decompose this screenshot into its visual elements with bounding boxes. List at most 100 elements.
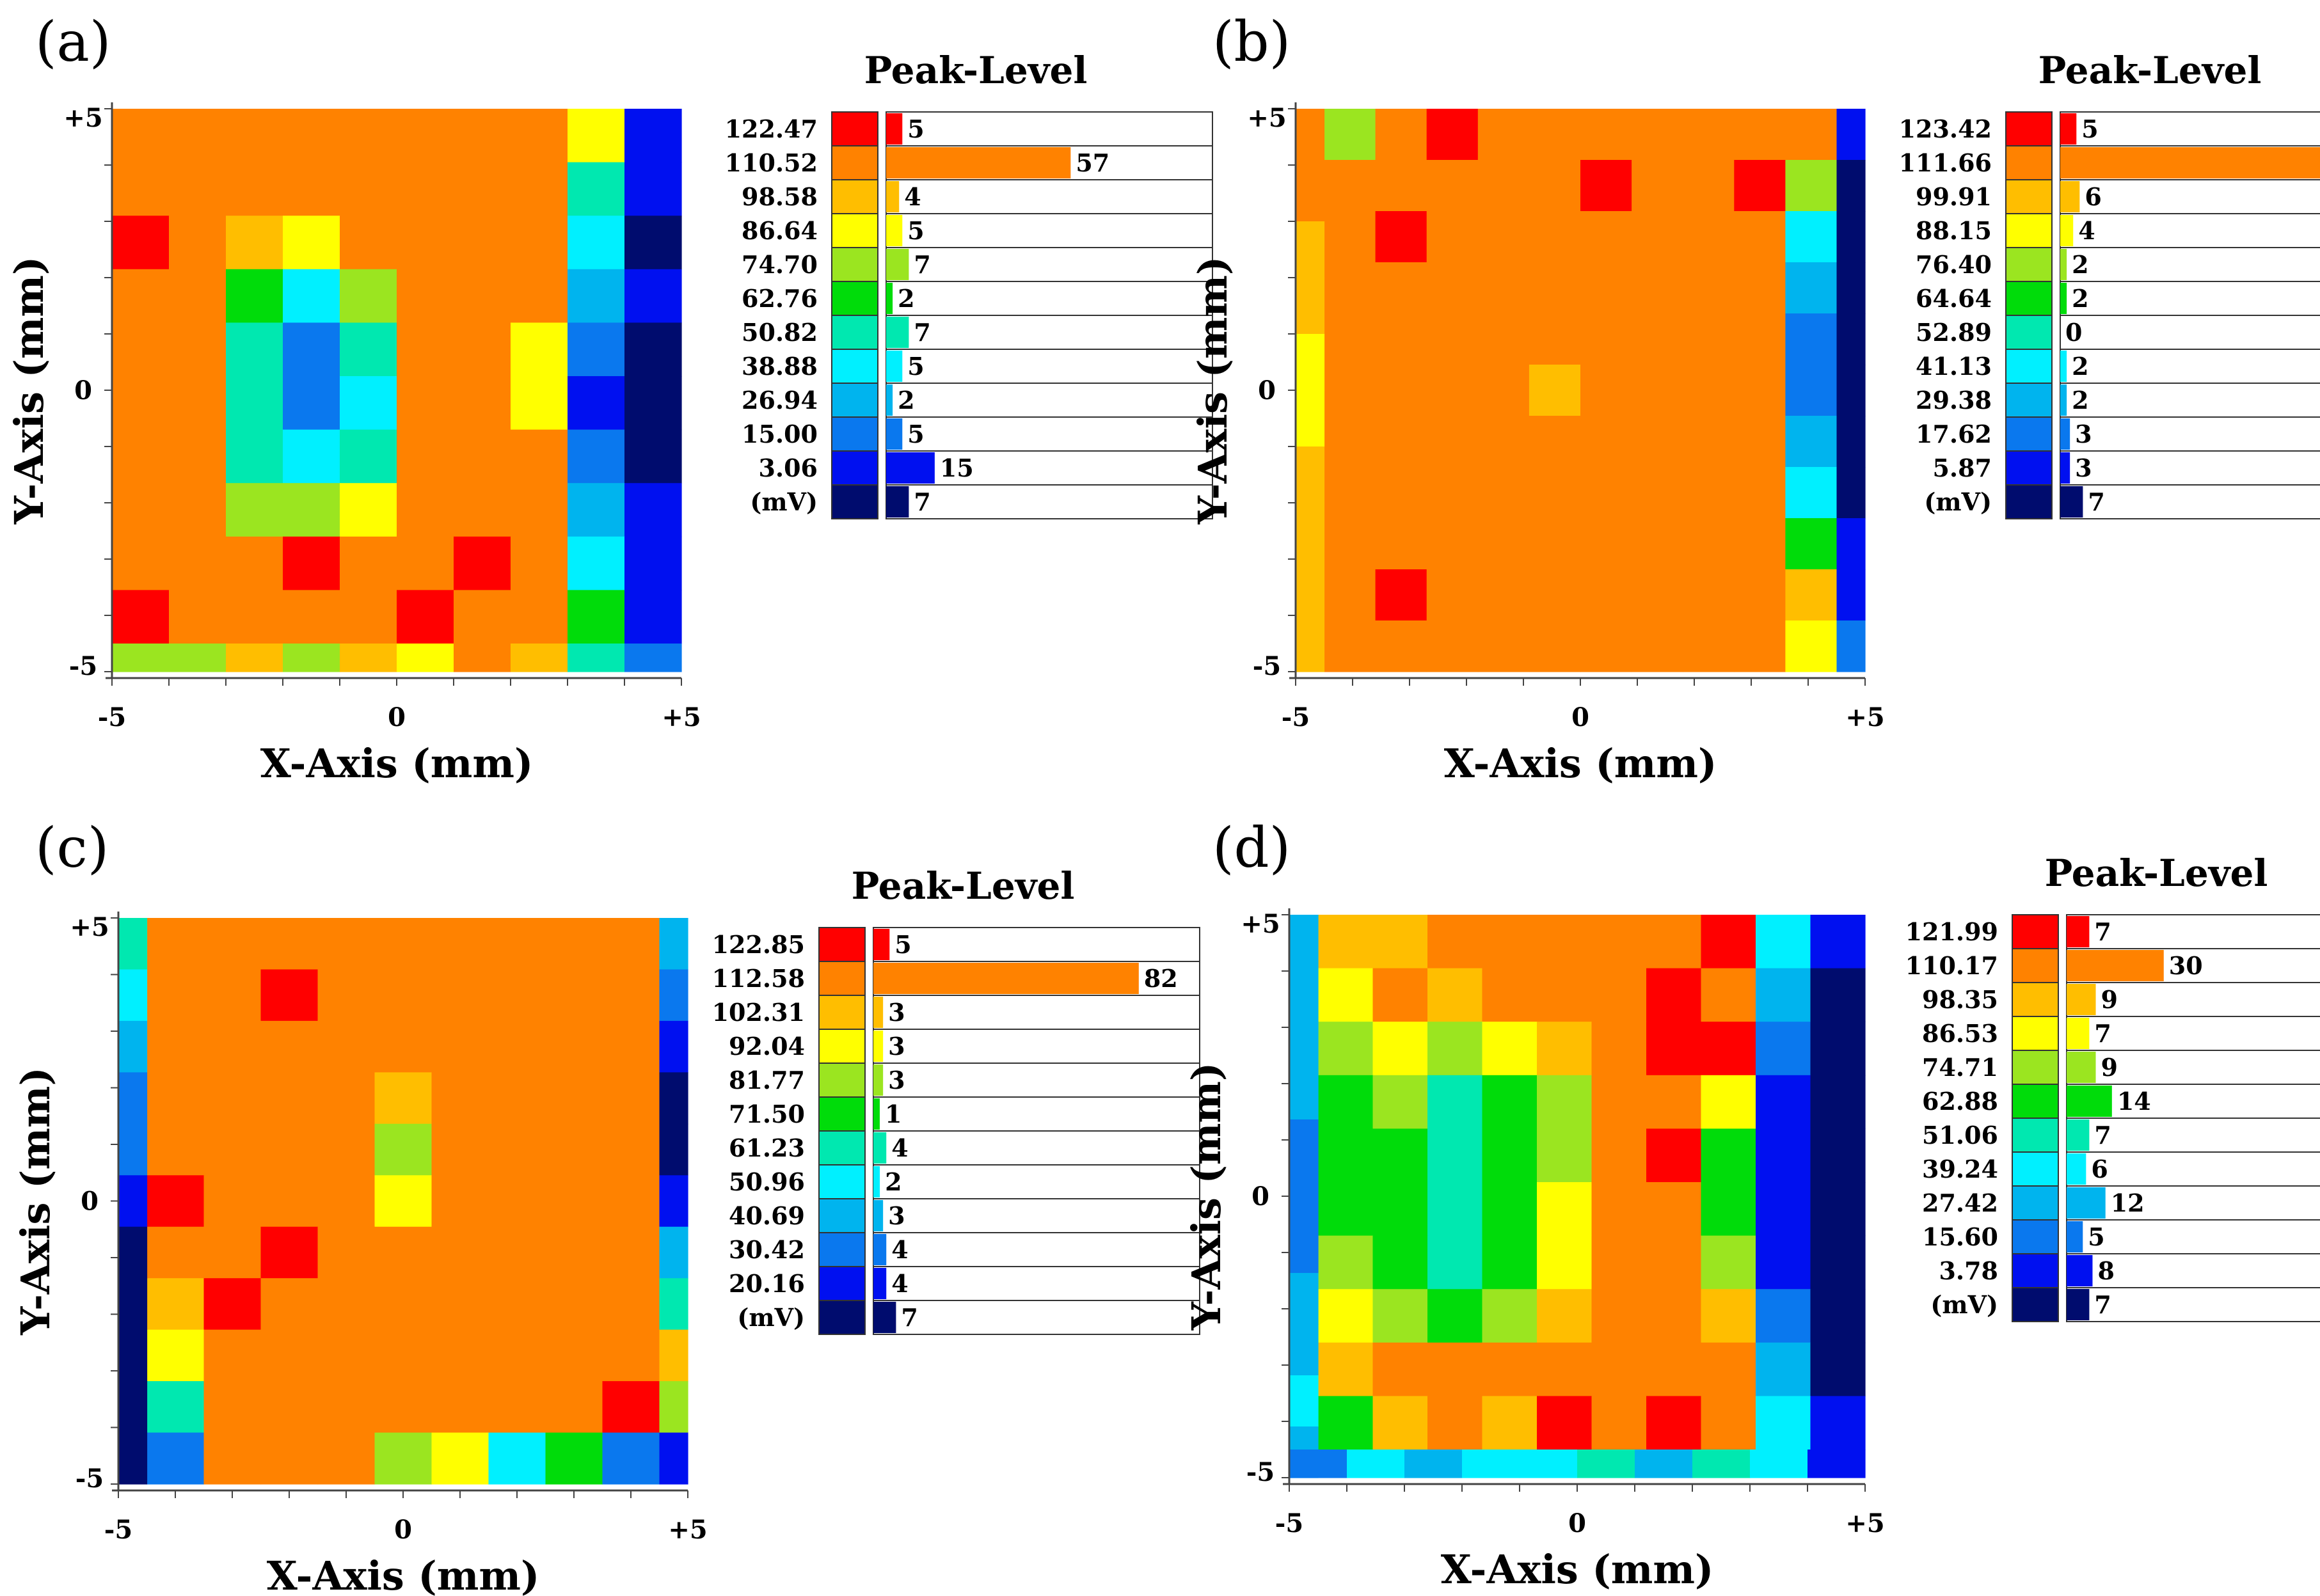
heatmap-cell [1537, 1182, 1593, 1237]
legend-level-label: 74.71 [1922, 1053, 1998, 1082]
heatmap-cell [1324, 262, 1376, 314]
legend-level-label: 86.64 [742, 216, 818, 245]
heatmap-cell [260, 1072, 319, 1125]
heatmap-cell [1683, 365, 1735, 416]
histogram-bar [886, 418, 903, 450]
heatmap-cell [397, 536, 454, 590]
heatmap-cell [1756, 1396, 1811, 1450]
heatmap-cell [1683, 518, 1735, 570]
legend-level-label: 3.06 [758, 454, 818, 482]
heatmap-cell [1734, 160, 1786, 212]
heatmap-cell [260, 1278, 319, 1331]
histogram-bar [2060, 486, 2083, 518]
heatmap-cell [1289, 1222, 1319, 1274]
heatmap-cell [431, 1329, 489, 1382]
heatmap-cell [1537, 1235, 1593, 1290]
heatmap-cell [169, 216, 226, 270]
heatmap-cell [1591, 1128, 1647, 1183]
heatmap-cell [169, 483, 226, 537]
heatmap-cell [1372, 1128, 1428, 1183]
peak-level-legend: Peak-Level5123.4285111.66699.91488.15276… [1899, 49, 2320, 519]
heatmap-cell [568, 644, 625, 672]
heatmap-cell [431, 1381, 489, 1434]
heatmap-cell [1482, 968, 1537, 1022]
heatmap-cell [1646, 968, 1702, 1022]
legend-level-label: 88.15 [1916, 216, 1992, 245]
heatmap-cell [568, 162, 625, 216]
histogram-count: 5 [907, 115, 924, 143]
legend-swatch [818, 995, 866, 1030]
legend-level-label: 71.50 [729, 1100, 805, 1128]
heatmap-cell [340, 376, 397, 431]
heatmap-cell [1318, 1182, 1374, 1237]
legend-swatch [818, 1232, 866, 1267]
heatmap-cell [568, 590, 625, 644]
heatmap-cell [1580, 365, 1632, 416]
heatmap-cell [203, 1432, 262, 1485]
heatmap-cell [1734, 262, 1786, 314]
panel-label: (b) [1212, 10, 1291, 74]
heatmap-cell [1537, 915, 1593, 969]
heatmap-cell [1810, 1182, 1866, 1237]
heatmap-cell [1683, 569, 1735, 621]
heatmap-cell [1347, 1450, 1405, 1478]
histogram-frame [2060, 247, 2320, 282]
heatmap-cell [1426, 569, 1479, 621]
panel-c: (c) -5 0 +5 +5 0 -5 X-Axis (mm) Y-Axis (mm) Peak-… [12, 816, 1200, 1596]
legend-level-label: 27.42 [1922, 1189, 1998, 1217]
heatmap-cell [602, 1329, 660, 1382]
histogram-frame [2060, 383, 2320, 418]
x-tick-label: 0 [394, 1515, 412, 1545]
heatmap-cell [1477, 109, 1530, 161]
heatmap-cell [624, 376, 682, 431]
heatmap-cell [511, 376, 568, 431]
heatmap-cell [1734, 109, 1786, 161]
heatmap-cell [226, 536, 283, 590]
heatmap-cell [602, 918, 660, 970]
legend-level-label: 99.91 [1916, 182, 1992, 211]
histogram-count: 9 [2101, 1053, 2118, 1082]
heatmap-cell [1375, 109, 1427, 161]
heatmap-cell [545, 918, 603, 970]
heatmap-cell [624, 216, 682, 270]
legend-level-label: 122.47 [725, 115, 818, 143]
histogram-bar [886, 113, 903, 145]
heatmap-cell [1580, 569, 1632, 621]
legend-swatch [2005, 450, 2053, 486]
heatmap-cell [1701, 968, 1756, 1022]
heatmap-cell [283, 162, 340, 216]
legend-level-label: 38.88 [742, 352, 818, 381]
heatmap-cell [1734, 416, 1786, 468]
heatmap-cell [397, 109, 454, 163]
heatmap-cell [1372, 1075, 1428, 1129]
heatmap-cell [1477, 416, 1530, 468]
heatmap-cells [112, 109, 682, 672]
heatmap-cell [1580, 313, 1632, 365]
histogram-bar [2067, 916, 2090, 947]
heatmap-cell [431, 969, 489, 1022]
heatmap-cell [1632, 569, 1683, 621]
histogram-bar [2060, 418, 2070, 450]
y-tick-label: -5 [75, 1464, 104, 1494]
heatmap-cell [1580, 620, 1632, 672]
heatmap-cell [488, 1329, 546, 1382]
heatmap-cell [1404, 1450, 1463, 1478]
histogram-bar [873, 1268, 887, 1299]
heatmap-cell [147, 1072, 205, 1125]
heatmap-cell [1372, 1342, 1428, 1396]
heatmap-cell [397, 429, 454, 484]
heatmap-cell [1646, 1128, 1702, 1183]
heatmap-cell [1324, 211, 1376, 263]
heatmap-cell [260, 969, 319, 1022]
heatmap-cell [1646, 1396, 1702, 1450]
heatmap-cell [1529, 160, 1581, 212]
heatmap-cell [624, 536, 682, 590]
histogram-count: 2 [898, 386, 914, 415]
heatmap-cell [1375, 416, 1427, 468]
heatmap-cell [283, 109, 340, 163]
legend-level-label: (mV) [737, 1303, 805, 1332]
heatmap-cell [1580, 109, 1632, 161]
heatmap-cell [226, 162, 283, 216]
heatmap-cell [112, 483, 170, 537]
heatmap-cell [511, 590, 568, 644]
